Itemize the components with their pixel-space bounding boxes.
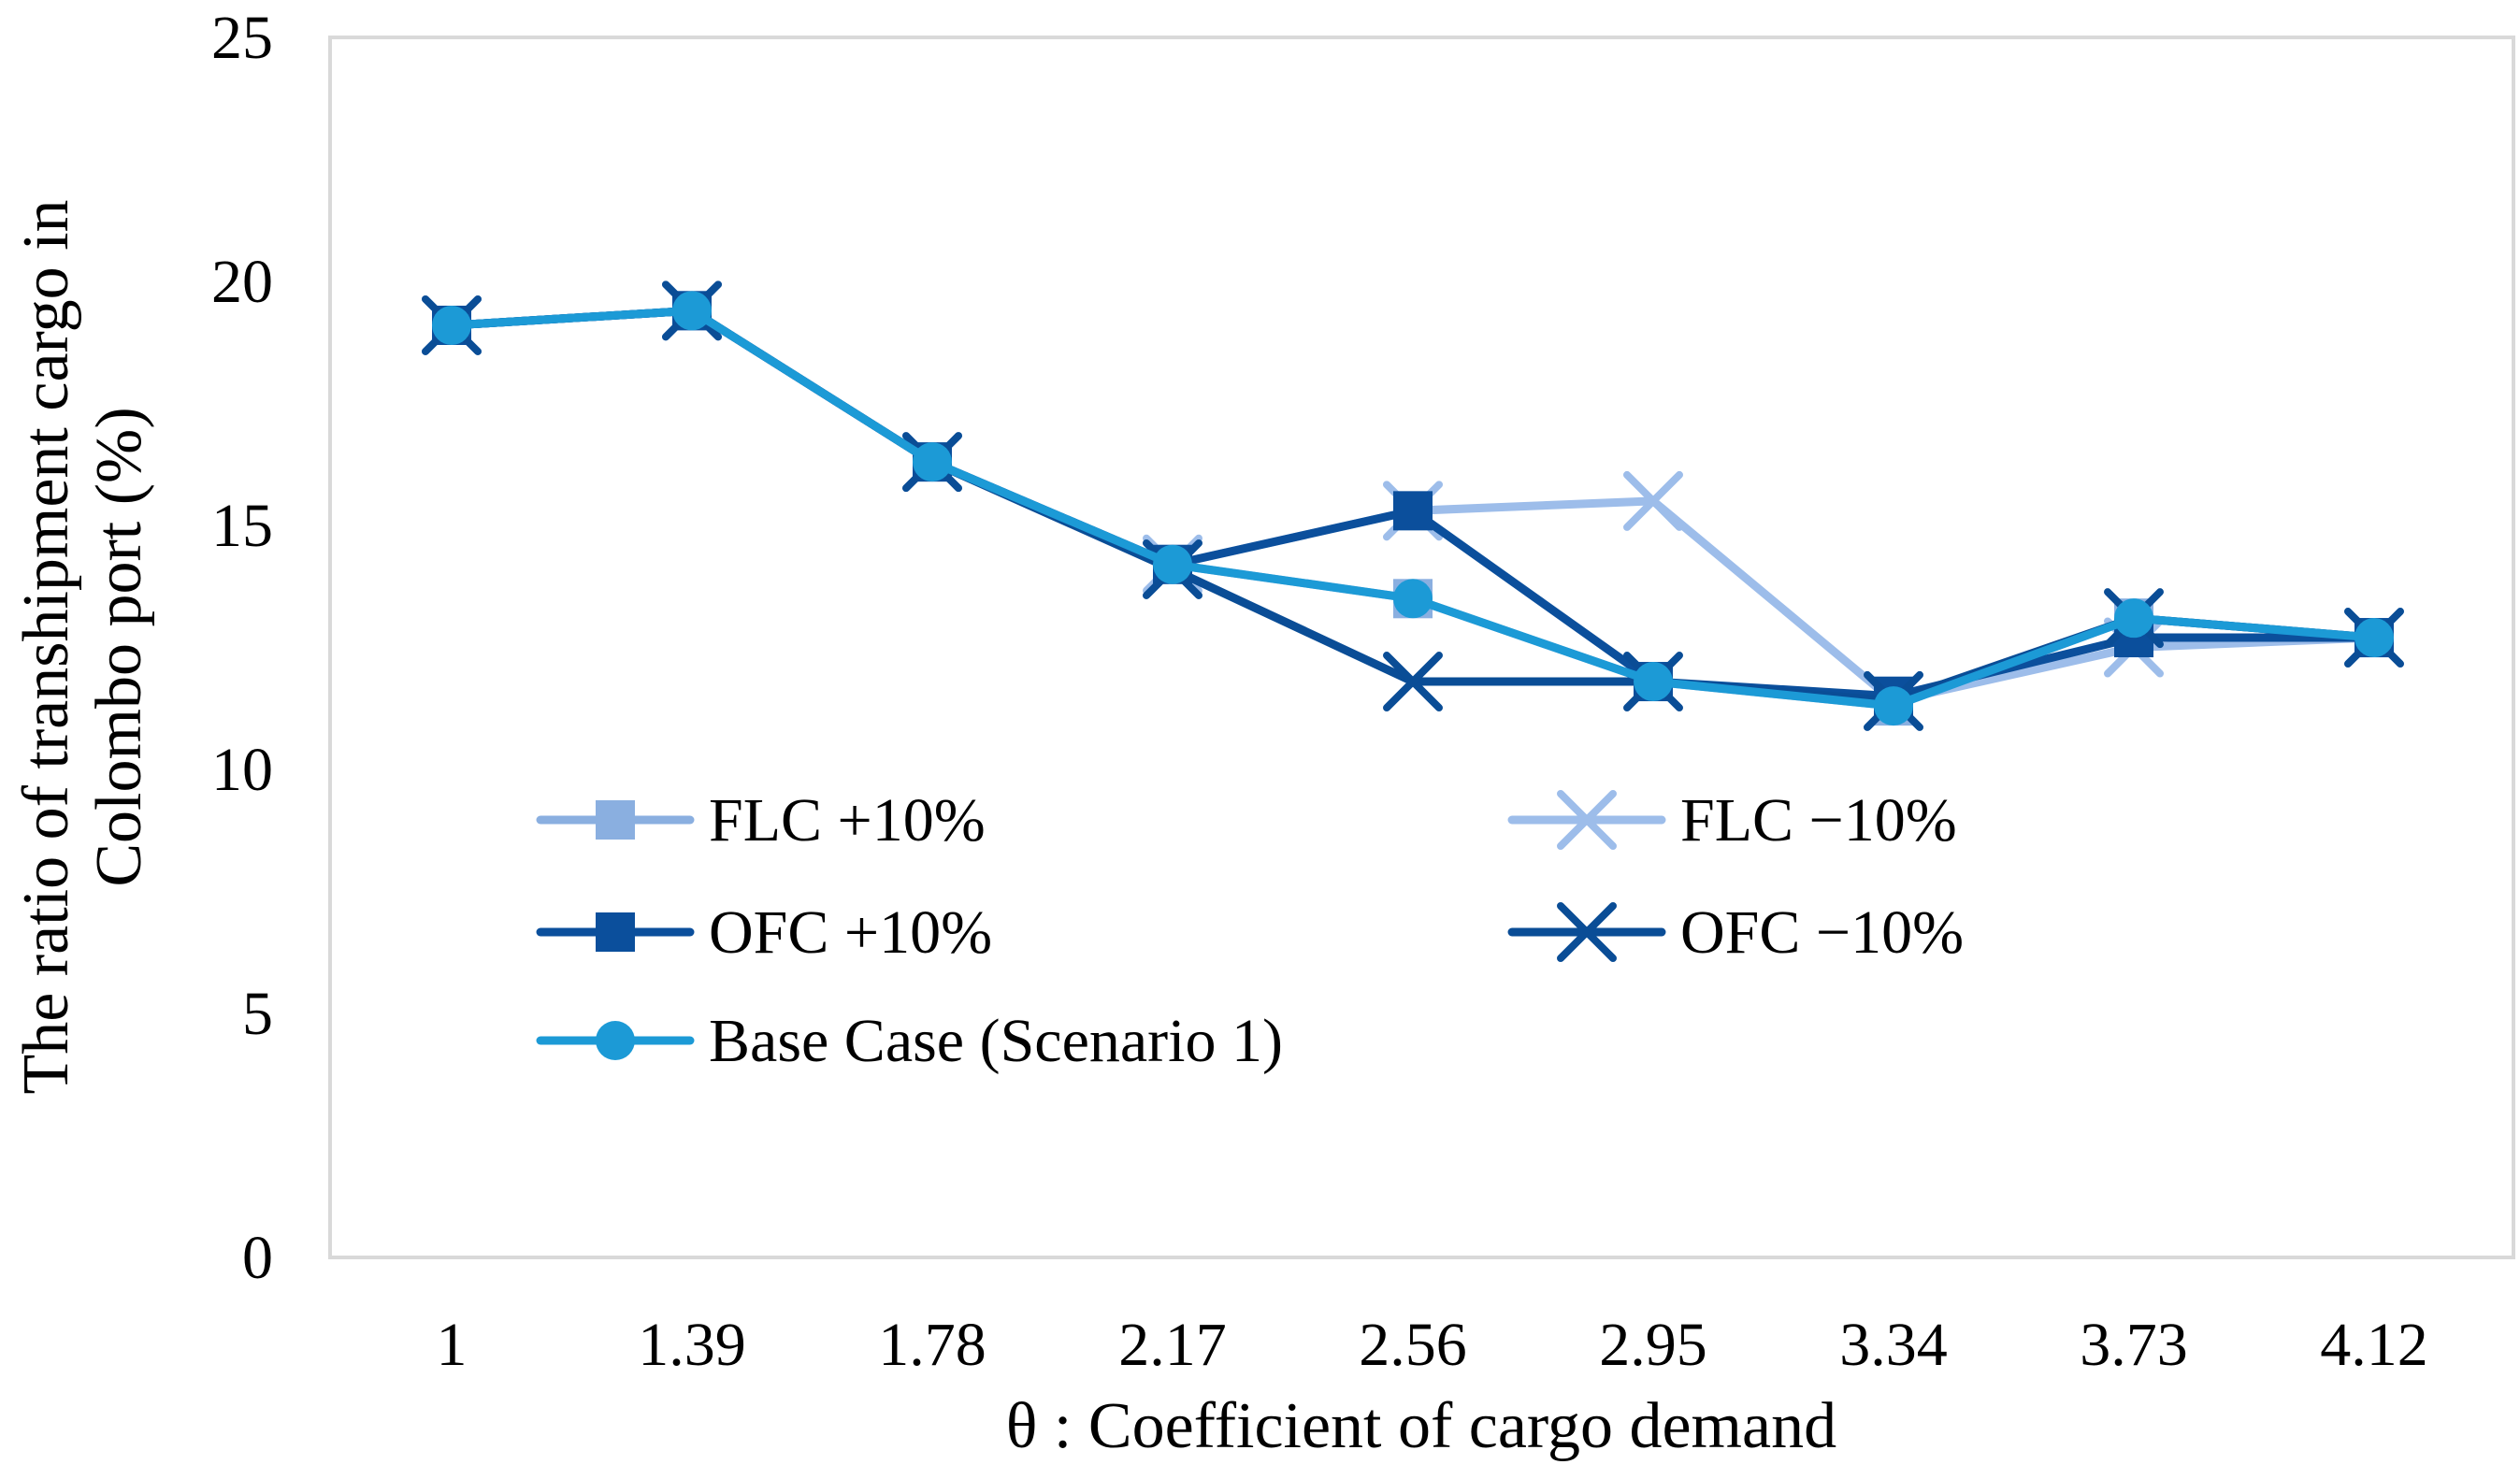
legend-label: OFC −10% [1680,898,1964,967]
y-axis-ticks: 0 5 10 15 20 25 [211,4,273,1292]
series-base-case-scenario-1- [432,291,2394,726]
data-point-circle-marker [2114,598,2153,639]
x-tick-label: 2.56 [1359,1311,1467,1379]
y-axis-title-line-1: The ratio of transhipment cargo in [10,199,82,1094]
x-tick-label: 1.39 [638,1311,746,1379]
y-axis-title: The ratio of transhipment cargo in Colom… [10,199,155,1094]
y-tick-label: 25 [211,4,273,72]
x-tick-label: 3.73 [2080,1311,2188,1379]
legend-label: Base Case (Scenario 1) [709,1007,1283,1075]
x-axis-ticks: 1 1.39 1.78 2.17 2.56 2.95 3.34 3.73 4.12 [437,1311,2428,1379]
legend-entry: OFC +10% [536,898,992,967]
data-point-x-marker [1383,652,1443,712]
data-point-circle-marker [913,442,952,482]
y-tick-label: 5 [242,980,273,1048]
legend: FLC +10% FLC −10% OFC +10% OFC −10% Base Cas… [536,786,1964,1075]
data-point-x-marker [1557,902,1617,962]
data-point-circle-marker [1153,544,1192,584]
data-point-circle-marker [432,305,471,345]
data-point-circle-marker [596,1021,635,1060]
y-axis-title-line-2: Colombo port (%) [83,407,155,886]
data-point-circle-marker [1874,686,1913,726]
data-point-x-marker [1557,790,1617,850]
x-tick-label: 4.12 [2320,1311,2428,1379]
data-point-circle-marker [2354,618,2394,658]
x-tick-label: 3.34 [1839,1311,1948,1379]
data-point-circle-marker [1393,579,1433,619]
legend-label: FLC +10% [709,786,986,854]
data-point-square-marker [596,912,635,952]
legend-entry: OFC −10% [1507,898,1964,967]
data-point-x-marker [1623,470,1683,531]
y-tick-label: 20 [211,248,273,316]
series-layer [422,280,2404,731]
x-tick-label: 2.17 [1118,1311,1227,1379]
x-axis-title: θ : Coefficient of cargo demand [1006,1390,1836,1462]
y-tick-label: 0 [242,1224,273,1292]
legend-entry: FLC +10% [536,786,986,854]
plot-area-frame [328,36,2515,1259]
x-tick-label: 2.95 [1599,1311,1707,1379]
legend-label: FLC −10% [1680,786,1957,854]
data-point-square-marker [596,800,635,840]
legend-entry: FLC −10% [1507,786,1957,854]
x-tick-label: 1.78 [878,1311,986,1379]
legend-label: OFC +10% [709,898,992,967]
data-point-circle-marker [672,291,712,331]
legend-entry: Base Case (Scenario 1) [536,1007,1283,1075]
data-point-circle-marker [1634,662,1673,702]
y-tick-label: 15 [211,492,273,560]
x-tick-label: 1 [437,1311,468,1379]
data-point-square-marker [1393,491,1433,531]
y-tick-label: 10 [211,736,273,804]
